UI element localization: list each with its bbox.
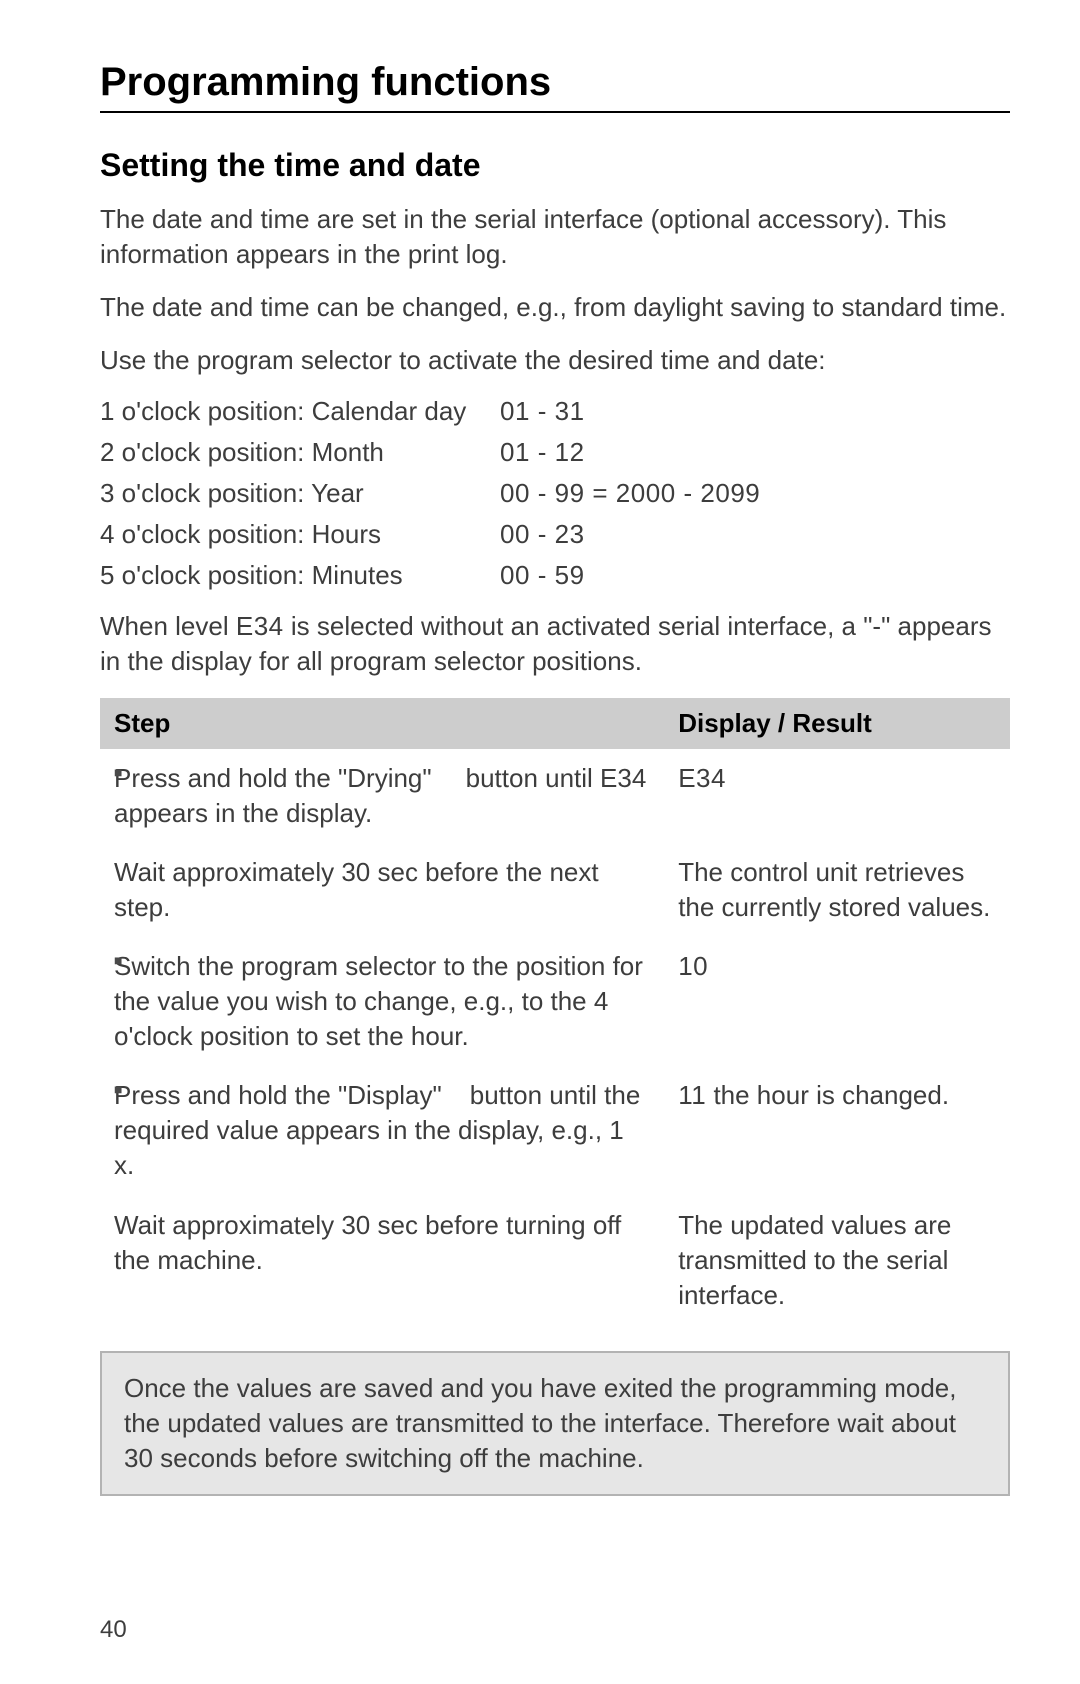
table-row: Press and hold the "Display"button until… <box>100 1066 1010 1195</box>
position-value: 01 - 31 <box>500 396 1010 427</box>
page-title: Programming functions <box>100 60 1010 105</box>
table-header-row: Step Display / Result <box>100 698 1010 749</box>
intro-paragraph: The date and time can be changed, e.g., … <box>100 290 1010 325</box>
position-value: 01 - 12 <box>500 437 1010 468</box>
result-cell: E34 <box>664 749 1010 843</box>
page-number: 40 <box>100 1616 1010 1644</box>
e34-text: When level <box>100 611 236 641</box>
position-label: 1 o'clock position: Calendar day <box>100 396 500 427</box>
result-cell: 11 the hour is changed. <box>664 1066 1010 1195</box>
position-label: 4 o'clock position: Hours <box>100 519 500 550</box>
section-title: Setting the time and date <box>100 147 1010 184</box>
page: Programming functions Setting the time a… <box>0 0 1080 1684</box>
step-text: Press and hold the "Display" <box>114 1080 442 1110</box>
table-header-result: Display / Result <box>664 698 1010 749</box>
position-value: 00 - 99 = 2000 - 2099 <box>500 478 1010 509</box>
result-suffix: the hour is changed. <box>706 1080 949 1110</box>
result-code: 10 <box>678 951 708 981</box>
table-row: Switch the program selector to the posit… <box>100 937 1010 1066</box>
steps-table: Step Display / Result Press and hold the… <box>100 698 1010 1325</box>
result-cell: The updated values are transmitted to th… <box>664 1196 1010 1325</box>
position-row: 4 o'clock position: Hours 00 - 23 <box>100 519 1010 550</box>
step-text: Press and hold the "Drying" <box>114 763 432 793</box>
table-row: Wait approximately 30 sec before turning… <box>100 1196 1010 1325</box>
position-row: 3 o'clock position: Year 00 - 99 = 2000 … <box>100 478 1010 509</box>
e34-note: When level E34 is selected without an ac… <box>100 609 1010 679</box>
step-cell: Press and hold the "Display"button until… <box>100 1066 664 1195</box>
position-value: 00 - 23 <box>500 519 1010 550</box>
position-label: 5 o'clock position: Minutes <box>100 560 500 591</box>
position-value: 00 - 59 <box>500 560 1010 591</box>
step-cell: Wait approximately 30 sec before turning… <box>100 1196 664 1325</box>
table-row: Press and hold the "Drying"button until … <box>100 749 1010 843</box>
position-row: 1 o'clock position: Calendar day 01 - 31 <box>100 396 1010 427</box>
intro-paragraph: Use the program selector to activate the… <box>100 343 1010 378</box>
step-cell: Switch the program selector to the posit… <box>100 937 664 1066</box>
step-cell: Wait approximately 30 sec before the nex… <box>100 843 664 937</box>
position-label: 2 o'clock position: Month <box>100 437 500 468</box>
result-code: 11 <box>678 1080 706 1110</box>
result-cell: The control unit retrieves the currently… <box>664 843 1010 937</box>
title-rule <box>100 111 1010 113</box>
result-code: E34 <box>678 763 726 793</box>
position-row: 5 o'clock position: Minutes 00 - 59 <box>100 560 1010 591</box>
note-box: Once the values are saved and you have e… <box>100 1351 1010 1496</box>
table-row: Wait approximately 30 sec before the nex… <box>100 843 1010 937</box>
result-cell: 10 <box>664 937 1010 1066</box>
table-header-step: Step <box>100 698 664 749</box>
step-cell: Press and hold the "Drying"button until … <box>100 749 664 843</box>
positions-list: 1 o'clock position: Calendar day 01 - 31… <box>100 396 1010 591</box>
position-label: 3 o'clock position: Year <box>100 478 500 509</box>
intro-paragraph: The date and time are set in the serial … <box>100 202 1010 272</box>
position-row: 2 o'clock position: Month 01 - 12 <box>100 437 1010 468</box>
e34-code: E34 <box>236 611 284 641</box>
